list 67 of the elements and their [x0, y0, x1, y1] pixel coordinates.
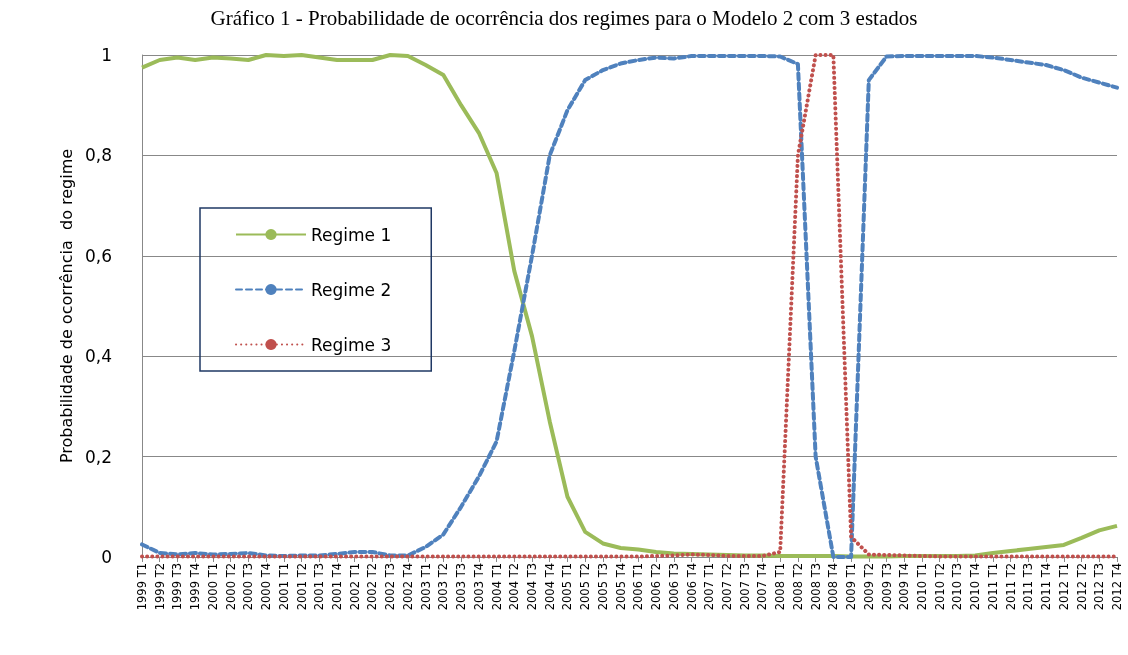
y-tick-label: 0,6: [84, 245, 112, 266]
x-tick-label: 2012 T3: [1092, 563, 1107, 611]
x-tick-label: 2006 T1: [631, 563, 646, 611]
x-tick-label: 2004 T2: [507, 563, 522, 611]
x-tick-label: 1999 T1: [135, 563, 149, 611]
y-tick-label: 0,2: [84, 446, 112, 467]
x-tick-label: 2003 T1: [418, 563, 433, 611]
x-tick-label: 2003 T3: [454, 563, 469, 611]
legend-label: Regime 1: [311, 224, 392, 245]
x-tick-label: 2011 T1: [985, 563, 1000, 611]
x-tick-label: 2003 T4: [471, 563, 486, 611]
x-tick-label: 2004 T1: [489, 563, 504, 611]
x-tick-label: 2002 T1: [347, 563, 362, 611]
x-tick-label: 2007 T1: [702, 563, 717, 611]
x-tick-label: 2011 T2: [1003, 563, 1018, 611]
x-tick-label: 2000 T3: [241, 563, 256, 611]
x-tick-label: 1999 T3: [170, 563, 185, 611]
x-tick-label: 2001 T2: [294, 563, 309, 611]
x-tick-label: 2007 T4: [755, 563, 770, 611]
x-tick-label: 2005 T4: [613, 563, 628, 611]
chart-title: Gráfico 1 - Probabilidade de ocorrência dos regimes para o Modelo 2 com 3 estados: [210, 5, 918, 30]
x-tick-label: 2007 T2: [720, 563, 734, 611]
x-tick-label: 2001 T4: [330, 563, 344, 611]
x-tick-label: 2005 T1: [560, 563, 575, 611]
x-tick-label: 2006 T4: [684, 563, 699, 611]
legend-label: Regime 3: [311, 334, 392, 355]
x-tick-label: 2000 T1: [205, 563, 220, 611]
x-tick-label: 1999 T4: [188, 563, 203, 611]
x-tick-label: 2010 T2: [932, 563, 947, 611]
x-tick-label: 2011 T3: [1021, 563, 1036, 611]
x-tick-label: 2008 T2: [790, 563, 805, 611]
x-tick-label: 1999 T2: [152, 563, 167, 611]
x-tick-label: 2002 T3: [383, 563, 398, 611]
x-tick-label: 2012 T1: [1056, 563, 1071, 611]
x-tick-label: 2001 T3: [312, 563, 327, 611]
x-tick-label: 2009 T3: [879, 563, 894, 611]
y-tick-label: 1: [101, 45, 112, 65]
x-tick-label: 2012 T4: [1110, 563, 1124, 611]
x-tick-label: 2001 T1: [276, 563, 291, 611]
legend-label: Regime 2: [311, 279, 392, 300]
x-tick-label: 2002 T2: [365, 563, 380, 611]
x-tick-label: 2009 T2: [861, 563, 876, 611]
x-tick-label: 2004 T4: [542, 563, 557, 611]
x-tick-label: 2008 T4: [826, 563, 841, 611]
x-tick-label: 2000 T4: [259, 563, 274, 611]
x-tick-label: 2010 T1: [915, 563, 929, 611]
x-tick-label: 2011 T4: [1039, 563, 1054, 611]
x-tick-label: 2007 T3: [737, 563, 752, 611]
x-tick-label: 2009 T1: [844, 563, 859, 611]
x-tick-label: 2008 T3: [808, 563, 823, 611]
y-tick-label: 0,8: [84, 145, 112, 166]
x-tick-label: 2004 T3: [525, 563, 539, 611]
x-tick-label: 2010 T3: [950, 563, 965, 611]
y-tick-label: 0,4: [84, 346, 112, 367]
x-tick-label: 2006 T3: [666, 563, 681, 611]
x-tick-label: 2012 T2: [1074, 563, 1089, 611]
x-tick-label: 2009 T4: [897, 563, 912, 611]
x-tick-label: 2010 T4: [968, 563, 983, 611]
y-tick-label: 0: [101, 547, 112, 567]
y-axis-title: Probabilidade de ocorrência do regime: [56, 148, 76, 464]
x-tick-label: 2008 T1: [773, 563, 788, 611]
x-tick-label: 2002 T4: [400, 563, 415, 611]
x-tick-label: 2000 T2: [223, 563, 238, 611]
x-tick-label: 2005 T3: [595, 563, 610, 611]
x-tick-label: 2005 T2: [578, 563, 593, 611]
x-tick-label: 2006 T2: [649, 563, 664, 611]
x-tick-label: 2003 T2: [436, 563, 451, 611]
